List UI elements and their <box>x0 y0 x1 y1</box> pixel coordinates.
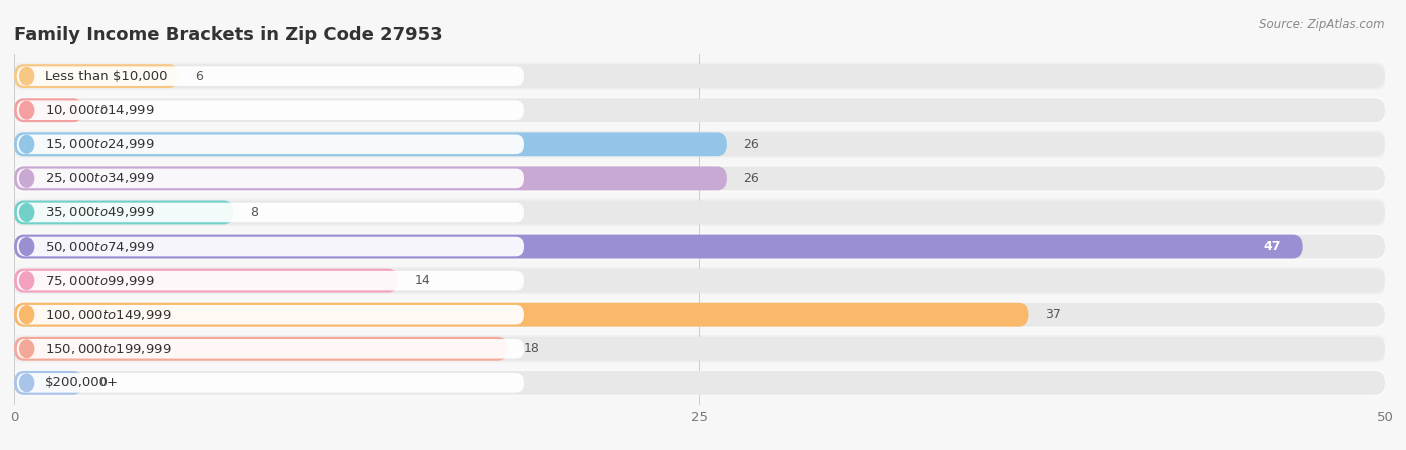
FancyBboxPatch shape <box>14 371 1385 395</box>
Text: $25,000 to $34,999: $25,000 to $34,999 <box>45 171 155 185</box>
Text: $150,000 to $199,999: $150,000 to $199,999 <box>45 342 172 356</box>
Circle shape <box>20 68 34 85</box>
Text: 14: 14 <box>415 274 430 287</box>
FancyBboxPatch shape <box>14 233 1385 260</box>
FancyBboxPatch shape <box>14 132 727 156</box>
Circle shape <box>20 170 34 187</box>
Text: Source: ZipAtlas.com: Source: ZipAtlas.com <box>1260 18 1385 31</box>
Circle shape <box>20 340 34 358</box>
FancyBboxPatch shape <box>14 64 1385 88</box>
FancyBboxPatch shape <box>14 63 1385 90</box>
Text: 47: 47 <box>1263 240 1281 253</box>
Text: $15,000 to $24,999: $15,000 to $24,999 <box>45 137 155 151</box>
Text: $200,000+: $200,000+ <box>45 376 118 389</box>
Circle shape <box>20 135 34 153</box>
FancyBboxPatch shape <box>14 269 1385 292</box>
FancyBboxPatch shape <box>14 201 233 225</box>
Text: $75,000 to $99,999: $75,000 to $99,999 <box>45 274 155 288</box>
FancyBboxPatch shape <box>14 130 1385 158</box>
Circle shape <box>20 272 34 289</box>
FancyBboxPatch shape <box>14 371 83 395</box>
Circle shape <box>20 374 34 392</box>
FancyBboxPatch shape <box>17 202 524 222</box>
Text: Less than $10,000: Less than $10,000 <box>45 70 167 83</box>
FancyBboxPatch shape <box>14 132 1385 156</box>
FancyBboxPatch shape <box>14 267 1385 294</box>
Text: 18: 18 <box>524 342 540 355</box>
Text: 8: 8 <box>250 206 257 219</box>
Text: 26: 26 <box>744 138 759 151</box>
Text: $35,000 to $49,999: $35,000 to $49,999 <box>45 206 155 220</box>
FancyBboxPatch shape <box>17 373 524 393</box>
Circle shape <box>20 238 34 255</box>
FancyBboxPatch shape <box>14 303 1029 327</box>
FancyBboxPatch shape <box>14 303 1385 327</box>
FancyBboxPatch shape <box>14 234 1303 258</box>
Text: 0: 0 <box>98 376 107 389</box>
FancyBboxPatch shape <box>17 135 524 154</box>
Circle shape <box>20 204 34 221</box>
FancyBboxPatch shape <box>14 165 1385 192</box>
FancyBboxPatch shape <box>14 98 83 122</box>
Circle shape <box>20 306 34 324</box>
FancyBboxPatch shape <box>14 337 508 361</box>
FancyBboxPatch shape <box>14 64 179 88</box>
FancyBboxPatch shape <box>14 166 727 190</box>
FancyBboxPatch shape <box>14 269 398 292</box>
FancyBboxPatch shape <box>17 339 524 359</box>
Text: 0: 0 <box>98 104 107 117</box>
FancyBboxPatch shape <box>14 369 1385 396</box>
Text: 6: 6 <box>195 70 202 83</box>
FancyBboxPatch shape <box>17 237 524 256</box>
FancyBboxPatch shape <box>17 100 524 120</box>
Circle shape <box>20 101 34 119</box>
FancyBboxPatch shape <box>17 305 524 324</box>
Text: $100,000 to $149,999: $100,000 to $149,999 <box>45 308 172 322</box>
FancyBboxPatch shape <box>17 66 524 86</box>
FancyBboxPatch shape <box>14 166 1385 190</box>
Text: 26: 26 <box>744 172 759 185</box>
FancyBboxPatch shape <box>14 97 1385 124</box>
FancyBboxPatch shape <box>14 337 1385 361</box>
FancyBboxPatch shape <box>14 234 1385 258</box>
FancyBboxPatch shape <box>14 98 1385 122</box>
Text: Family Income Brackets in Zip Code 27953: Family Income Brackets in Zip Code 27953 <box>14 26 443 44</box>
FancyBboxPatch shape <box>14 201 1385 225</box>
Text: 37: 37 <box>1045 308 1060 321</box>
FancyBboxPatch shape <box>17 169 524 188</box>
FancyBboxPatch shape <box>14 335 1385 362</box>
Text: $10,000 to $14,999: $10,000 to $14,999 <box>45 103 155 117</box>
FancyBboxPatch shape <box>14 301 1385 328</box>
Text: $50,000 to $74,999: $50,000 to $74,999 <box>45 239 155 253</box>
FancyBboxPatch shape <box>17 271 524 290</box>
FancyBboxPatch shape <box>14 199 1385 226</box>
